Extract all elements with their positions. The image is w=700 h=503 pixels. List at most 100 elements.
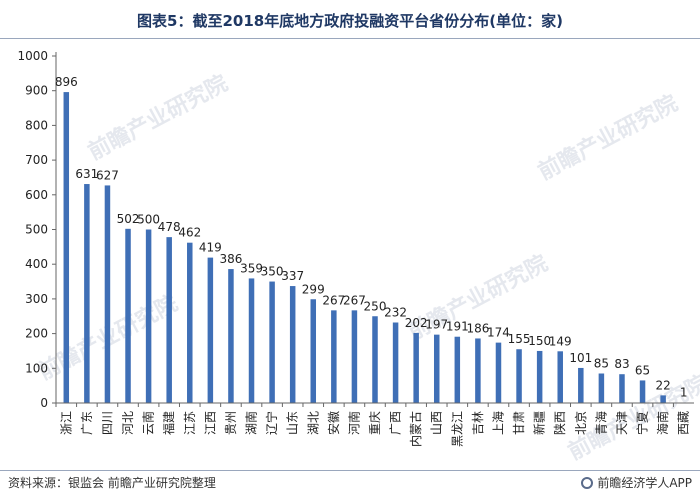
- bar: [372, 316, 378, 403]
- bar: [125, 228, 131, 403]
- bar: [145, 229, 152, 403]
- data-label: 149: [549, 334, 572, 348]
- x-tick-label: 福建: [161, 411, 176, 435]
- bar: [516, 349, 522, 403]
- bar: [228, 269, 234, 403]
- x-tick-label: 甘肃: [512, 411, 526, 435]
- data-label: 631: [75, 167, 98, 181]
- x-tick-label: 海南: [655, 411, 670, 435]
- data-label: 386: [219, 252, 242, 266]
- bar: [248, 278, 255, 403]
- y-tick-label: 600: [25, 188, 48, 202]
- y-tick-label: 900: [25, 84, 48, 98]
- x-tick-label: 湖北: [305, 411, 320, 435]
- bar: [536, 350, 543, 403]
- y-tick-label: 0: [40, 396, 48, 410]
- data-label: 191: [446, 320, 469, 334]
- bar: [289, 286, 296, 403]
- y-tick-label: 300: [25, 292, 48, 306]
- brand: 前瞻经济学人APP: [581, 474, 692, 491]
- data-label: 150: [528, 334, 551, 348]
- data-label: 502: [117, 212, 140, 226]
- source-note: 资料来源：银监会 前瞻产业研究院整理: [8, 476, 216, 490]
- data-label: 83: [614, 357, 629, 371]
- data-label: 419: [199, 241, 222, 255]
- data-label: 299: [302, 282, 325, 296]
- data-label: 267: [322, 293, 345, 307]
- x-tick-label: 黑龙江: [450, 411, 464, 447]
- x-tick-label: 湖南: [244, 411, 259, 435]
- bar: [433, 334, 440, 403]
- x-tick-label: 上海: [490, 411, 505, 435]
- x-tick-label: 西藏: [677, 411, 691, 435]
- bar: [495, 342, 502, 403]
- x-tick-label: 山东: [286, 411, 300, 435]
- data-label: 101: [569, 351, 592, 365]
- data-label: 350: [261, 265, 284, 279]
- bar: [660, 395, 666, 403]
- bar: [392, 322, 399, 403]
- title-divider: [0, 38, 700, 39]
- x-tick-label: 河南: [346, 411, 361, 435]
- data-label: 155: [508, 332, 531, 346]
- data-label: 337: [281, 269, 304, 283]
- x-tick-label: 云南: [141, 411, 156, 435]
- x-tick-label: 新疆: [532, 411, 547, 435]
- x-tick-label: 江西: [203, 411, 217, 435]
- data-label: 478: [158, 220, 181, 234]
- data-label: 462: [178, 226, 201, 240]
- x-tick-label: 贵州: [224, 411, 238, 435]
- x-tick-label: 青海: [593, 411, 608, 435]
- x-tick-label: 天津: [615, 411, 629, 435]
- x-tick-label: 陕西: [552, 411, 567, 435]
- bar: [619, 374, 625, 403]
- data-label: 267: [343, 293, 366, 307]
- bar: [598, 373, 605, 403]
- data-label: 174: [487, 326, 510, 340]
- x-tick-label: 四川: [100, 411, 114, 435]
- data-label: 627: [96, 168, 119, 182]
- y-tick-label: 500: [25, 223, 48, 237]
- footer-divider: [0, 470, 700, 471]
- y-tick-label: 400: [25, 257, 48, 271]
- y-axis: 0 100 200 300 400 500 600 700 800 900 1000: [17, 49, 57, 410]
- brand-name: 前瞻经济学人APP: [597, 476, 692, 490]
- bar: [310, 299, 317, 403]
- y-tick-label: 800: [25, 118, 48, 132]
- x-tick-label: 重庆: [368, 411, 382, 435]
- data-label: 85: [594, 357, 609, 371]
- bar: [166, 237, 172, 403]
- data-label: 186: [466, 321, 489, 335]
- x-tick-label: 内蒙古: [408, 411, 423, 447]
- bar: [639, 380, 646, 403]
- y-tick-label: 100: [25, 361, 48, 375]
- x-tick-label: 浙江: [59, 411, 73, 435]
- bar: [187, 242, 193, 403]
- x-tick-label: 北京: [574, 411, 588, 435]
- bar: [578, 367, 584, 403]
- data-label: 22: [655, 378, 670, 392]
- data-label: 202: [405, 316, 428, 330]
- bar: [269, 281, 275, 403]
- bars: [63, 92, 687, 404]
- x-tick-label: 山西: [430, 411, 444, 435]
- bar: [207, 257, 214, 403]
- x-tick-label: 辽宁: [264, 411, 279, 435]
- y-tick-label: 700: [25, 153, 48, 167]
- bar: [63, 92, 70, 403]
- bar: [104, 185, 111, 403]
- x-tick-label: 广西: [389, 411, 403, 435]
- data-labels: 8966316275025004784624193863593503372992…: [55, 75, 688, 400]
- data-label: 250: [364, 299, 387, 313]
- x-tick-label: 河北: [121, 411, 135, 435]
- data-label: 359: [240, 261, 263, 275]
- data-label: 232: [384, 306, 407, 320]
- y-tick-label: 1000: [17, 49, 48, 63]
- bar: [351, 310, 358, 403]
- bar: [84, 184, 90, 403]
- bar: [557, 351, 563, 403]
- bar: [475, 338, 481, 403]
- y-tick-label: 200: [25, 327, 48, 341]
- data-label: 896: [55, 75, 78, 89]
